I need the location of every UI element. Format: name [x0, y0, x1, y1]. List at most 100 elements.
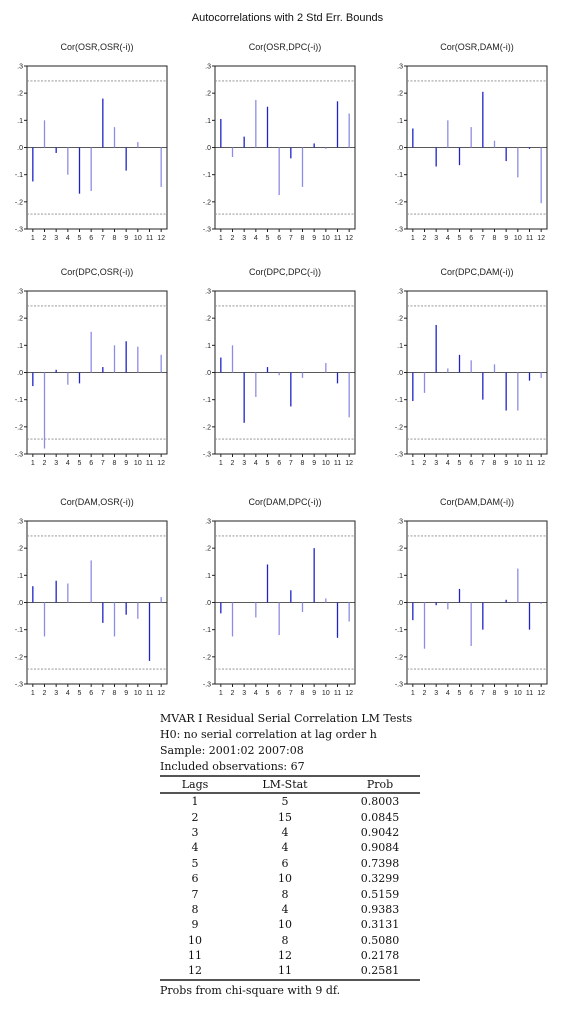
- x-tick-label: 11: [146, 690, 153, 697]
- x-tick-label: 7: [289, 235, 293, 242]
- y-tick-label: -.2: [395, 424, 403, 431]
- cell-prob: 0.5080: [360, 933, 400, 947]
- figure-title: Autocorrelations with 2 Std Err. Bounds: [191, 12, 384, 24]
- x-tick-label: 11: [526, 235, 533, 242]
- y-tick-label: -.2: [203, 654, 211, 661]
- y-tick-label: .3: [17, 289, 23, 296]
- lm-test-footnote: Probs from chi-square with 9 df.: [160, 983, 341, 997]
- x-tick-label: 10: [322, 690, 330, 697]
- x-tick-label: 1: [219, 690, 223, 697]
- x-tick-label: 9: [504, 460, 508, 467]
- x-tick-label: 5: [458, 235, 462, 242]
- correlogram-panel: Cor(DAM,DAM(-i)) .3.2.1.0 -.1 -.2 -.3 1 2 3 4 5 6 7…: [395, 495, 555, 700]
- x-tick-label: 3: [434, 460, 438, 467]
- x-tick-label: 10: [134, 460, 142, 467]
- y-tick-label: -.3: [203, 227, 211, 234]
- y-tick-label: .3: [397, 64, 403, 71]
- correlogram-svg: Cor(DAM,OSR(-i)).3.2.1.0-.1-.2-.31 2 3 4 5 6 7…: [15, 497, 168, 697]
- x-tick-label: 10: [514, 460, 522, 467]
- y-tick-label: .0: [17, 370, 23, 377]
- cell-lags: 5: [191, 856, 199, 870]
- panel-title: Cor(DAM,DAM(-i)): [440, 497, 514, 507]
- x-tick-label: 1: [411, 690, 415, 697]
- x-tick-label: 2: [231, 690, 235, 697]
- cell-lm-stat: 4: [281, 902, 289, 916]
- x-tick-label: 12: [537, 690, 545, 697]
- y-tick-label: -.2: [395, 654, 403, 661]
- y-tick-label: -.1: [395, 627, 403, 634]
- x-tick-label: 2: [423, 460, 427, 467]
- panel-title: Cor(DPC,OSR(-i)): [61, 267, 134, 277]
- column-header-lm-stat: LM-Stat: [262, 778, 308, 791]
- correlogram-panel: Cor(OSR,OSR(-i)) .3.2.1.0 -.1 -.2 -.3 1 2 3 4 5 6 7…: [15, 40, 175, 245]
- x-tick-label: 5: [78, 460, 82, 467]
- x-tick-label: 4: [254, 690, 258, 697]
- lm-test-sample: Sample: 2001:02 2007:08: [160, 744, 304, 757]
- lm-test-results: MVAR I Residual Serial Correlation LM Te…: [160, 711, 420, 997]
- correlogram-panel: Cor(OSR,DAM(-i)) .3.2.1.0 -.1 -.2 -.3 1 2 3 4 5 6 7…: [395, 40, 555, 245]
- x-tick-label: 1: [411, 235, 415, 242]
- y-tick-label: .0: [17, 600, 23, 607]
- cell-prob: 0.8003: [360, 795, 400, 809]
- table-row: 11 12 0.2178: [160, 948, 420, 963]
- lm-test-observations: Included observations: 67: [160, 760, 305, 773]
- y-tick-label: .2: [397, 91, 403, 98]
- y-tick-label: .1: [205, 118, 211, 125]
- cell-lm-stat: 8: [281, 887, 289, 901]
- x-tick-label: 11: [334, 460, 341, 467]
- x-tick-label: 7: [481, 690, 485, 697]
- x-tick-label: 4: [66, 690, 70, 697]
- x-tick-label: 5: [266, 235, 270, 242]
- cell-prob: 0.9084: [360, 841, 400, 855]
- x-tick-label: 4: [66, 460, 70, 467]
- x-tick-label: 8: [113, 690, 117, 697]
- x-tick-label: 2: [43, 690, 47, 697]
- x-tick-label: 3: [434, 690, 438, 697]
- x-tick-label: 6: [89, 460, 93, 467]
- x-tick-label: 5: [458, 690, 462, 697]
- x-tick-label: 3: [54, 690, 58, 697]
- x-tick-label: 5: [266, 460, 270, 467]
- correlogram-svg: Cor(DAM,DAM(-i)).3.2.1.0-.1-.2-.31 2 3 4 5 6 7…: [395, 497, 548, 697]
- x-tick-label: 1: [219, 235, 223, 242]
- cell-lags: 12: [160, 963, 230, 981]
- y-tick-label: .1: [205, 343, 211, 350]
- x-tick-label: 9: [124, 690, 128, 697]
- y-tick-label: .3: [17, 64, 23, 71]
- panel-title: Cor(OSR,DPC(-i)): [249, 42, 322, 52]
- x-tick-label: 10: [322, 460, 330, 467]
- y-tick-label: .2: [205, 546, 211, 553]
- x-tick-label: 12: [537, 235, 545, 242]
- x-tick-label: 11: [526, 460, 533, 467]
- correlogram-svg: Cor(OSR,DAM(-i)).3.2.1.0-.1-.2-.31 2 3 4 5 6 7…: [395, 42, 548, 242]
- y-tick-label: .1: [17, 573, 23, 580]
- x-tick-label: 11: [334, 235, 341, 242]
- y-tick-label: -.3: [15, 227, 23, 234]
- x-tick-label: 12: [345, 235, 353, 242]
- x-tick-label: 2: [231, 460, 235, 467]
- x-tick-label: 5: [78, 235, 82, 242]
- cell-prob: 0.0845: [360, 810, 400, 824]
- table-row: 3 4 0.9042: [160, 825, 420, 840]
- y-tick-label: -.1: [15, 397, 23, 404]
- x-tick-label: 6: [469, 460, 473, 467]
- column-header-prob: Prob: [366, 778, 394, 791]
- correlogram-panel: Cor(DPC,OSR(-i)) .3.2.1.0 -.1 -.2 -.3 1 2 3 4 5 6 7…: [15, 265, 175, 470]
- x-tick-label: 10: [134, 235, 142, 242]
- y-tick-label: -.1: [203, 627, 211, 634]
- x-tick-label: 8: [301, 235, 305, 242]
- x-tick-label: 11: [146, 460, 153, 467]
- x-tick-label: 7: [289, 460, 293, 467]
- x-tick-label: 10: [322, 235, 330, 242]
- cell-prob: 0.3131: [360, 918, 400, 932]
- y-tick-label: .0: [397, 145, 403, 152]
- y-tick-label: -.3: [395, 682, 403, 689]
- x-tick-label: 6: [89, 690, 93, 697]
- cell-prob: 0.5159: [360, 887, 400, 901]
- y-tick-label: .2: [397, 316, 403, 323]
- correlogram-panel: Cor(DAM,DPC(-i)) .3.2.1.0 -.1 -.2 -.3 1 2 3 4 5 6 7…: [203, 495, 363, 700]
- cell-lm-stat: 4: [281, 841, 289, 855]
- x-tick-label: 7: [101, 235, 105, 242]
- cell-lags: 11: [188, 949, 202, 963]
- x-tick-label: 3: [54, 235, 58, 242]
